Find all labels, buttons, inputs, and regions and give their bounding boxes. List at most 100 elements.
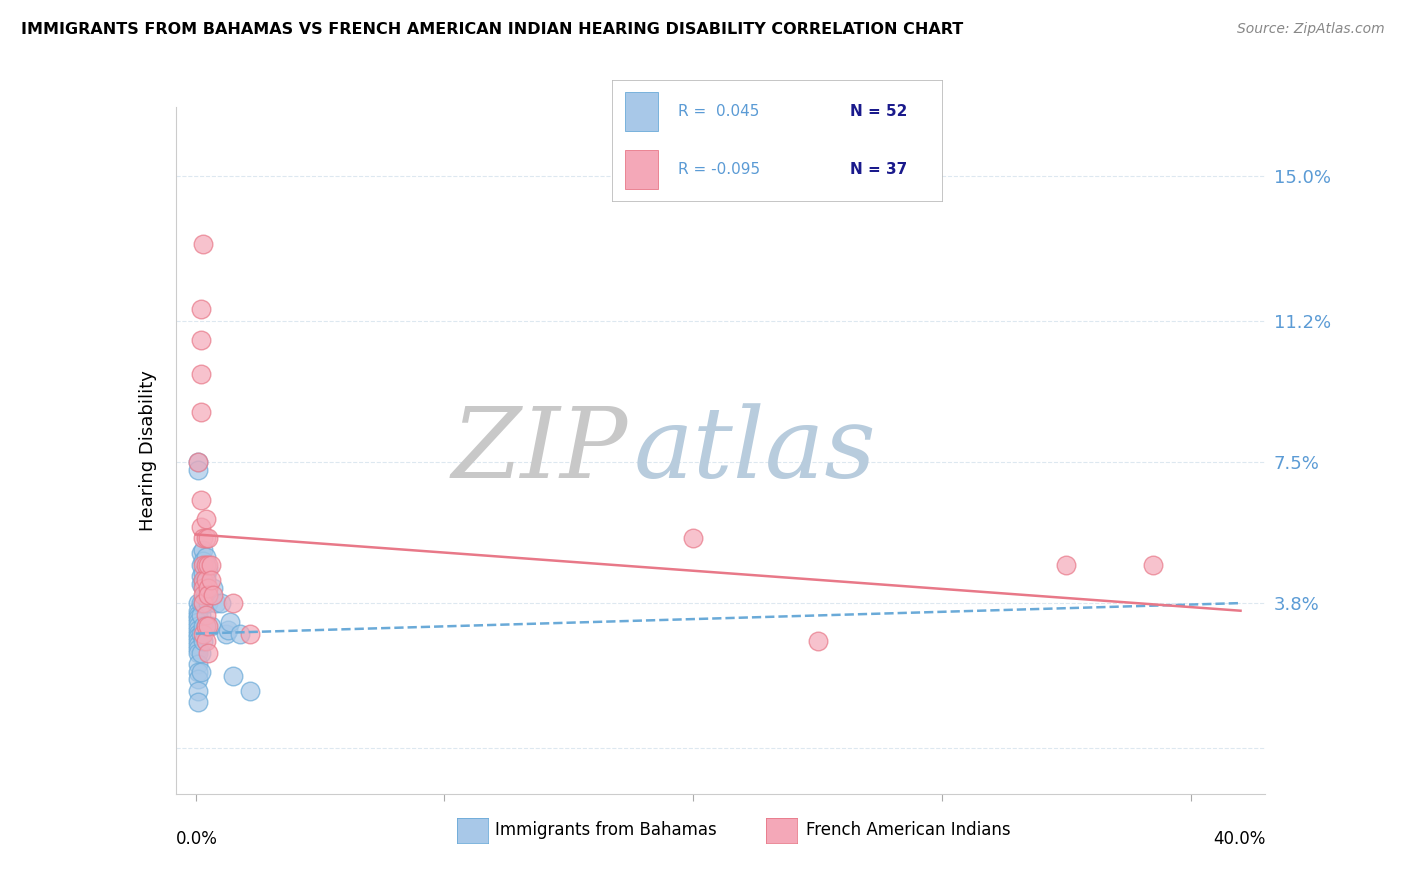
Point xyxy=(194,550,217,565)
Point xyxy=(191,554,214,568)
Point xyxy=(190,493,212,508)
Point xyxy=(191,566,214,580)
Point xyxy=(187,638,209,652)
Text: N = 37: N = 37 xyxy=(849,161,907,177)
Point xyxy=(194,569,217,583)
Point xyxy=(191,542,214,557)
Point xyxy=(191,626,214,640)
Point xyxy=(187,684,209,698)
Point xyxy=(191,589,214,603)
Point xyxy=(187,455,209,469)
Point xyxy=(187,626,209,640)
Point xyxy=(187,615,209,630)
Point xyxy=(191,531,214,545)
Point xyxy=(191,558,214,572)
Point xyxy=(204,596,226,610)
Point xyxy=(187,646,209,660)
Point xyxy=(197,562,219,576)
Point xyxy=(190,626,212,640)
Point xyxy=(187,657,209,672)
Point xyxy=(190,665,212,679)
Text: 0.0%: 0.0% xyxy=(176,830,218,847)
Point xyxy=(239,626,262,640)
Point xyxy=(197,531,219,545)
Point xyxy=(807,634,830,648)
Point xyxy=(190,302,212,317)
Text: Source: ZipAtlas.com: Source: ZipAtlas.com xyxy=(1237,22,1385,37)
Point xyxy=(200,619,222,633)
Point xyxy=(194,607,217,622)
Point xyxy=(194,531,217,545)
Point xyxy=(187,695,209,709)
Point xyxy=(187,631,209,645)
Point xyxy=(187,604,209,618)
Point xyxy=(187,596,209,610)
Point xyxy=(187,462,209,476)
Point xyxy=(194,619,217,633)
Point xyxy=(202,589,225,603)
Point xyxy=(190,577,212,591)
Point xyxy=(191,596,214,610)
Point xyxy=(197,558,219,572)
Text: ZIP: ZIP xyxy=(451,403,628,498)
Point xyxy=(190,333,212,347)
FancyBboxPatch shape xyxy=(624,93,658,131)
Point xyxy=(191,237,214,252)
Point xyxy=(197,581,219,595)
Point xyxy=(217,623,239,637)
Text: IMMIGRANTS FROM BAHAMAS VS FRENCH AMERICAN INDIAN HEARING DISABILITY CORRELATION: IMMIGRANTS FROM BAHAMAS VS FRENCH AMERIC… xyxy=(21,22,963,37)
Point xyxy=(682,531,704,545)
Text: R =  0.045: R = 0.045 xyxy=(678,104,759,120)
Point xyxy=(200,558,222,572)
Point xyxy=(194,573,217,587)
Point xyxy=(229,626,252,640)
Point xyxy=(187,455,209,469)
Point xyxy=(219,615,242,630)
Point xyxy=(1054,558,1077,572)
Point xyxy=(194,512,217,526)
Point xyxy=(191,619,214,633)
Point xyxy=(187,607,209,622)
Point xyxy=(194,589,217,603)
Text: N = 52: N = 52 xyxy=(849,104,907,120)
Point xyxy=(222,596,245,610)
Point xyxy=(190,569,212,583)
Point xyxy=(187,673,209,687)
Y-axis label: Hearing Disability: Hearing Disability xyxy=(139,370,157,531)
Point xyxy=(187,611,209,625)
Point xyxy=(187,641,209,656)
Text: French American Indians: French American Indians xyxy=(806,822,1011,839)
Point xyxy=(194,558,217,572)
Point xyxy=(187,623,209,637)
Point xyxy=(197,589,219,603)
Point xyxy=(191,596,214,610)
Point xyxy=(197,646,219,660)
Text: 40.0%: 40.0% xyxy=(1213,830,1265,847)
Point xyxy=(187,619,209,633)
Point xyxy=(214,626,236,640)
Point xyxy=(190,646,212,660)
Point xyxy=(190,546,212,561)
Point xyxy=(190,596,212,610)
Point xyxy=(190,607,212,622)
Point xyxy=(190,405,212,419)
Point xyxy=(239,684,262,698)
Point xyxy=(191,573,214,587)
Text: Immigrants from Bahamas: Immigrants from Bahamas xyxy=(495,822,717,839)
Point xyxy=(191,634,214,648)
Point xyxy=(222,668,245,682)
FancyBboxPatch shape xyxy=(624,150,658,188)
Text: R = -0.095: R = -0.095 xyxy=(678,161,759,177)
Text: atlas: atlas xyxy=(633,403,876,498)
Point xyxy=(191,581,214,595)
Point xyxy=(197,619,219,633)
Point xyxy=(202,581,225,595)
Point xyxy=(197,596,219,610)
Point xyxy=(200,573,222,587)
Point xyxy=(194,634,217,648)
Point xyxy=(190,520,212,534)
Point xyxy=(191,577,214,591)
Point xyxy=(190,558,212,572)
Point xyxy=(190,367,212,381)
Point xyxy=(194,619,217,633)
